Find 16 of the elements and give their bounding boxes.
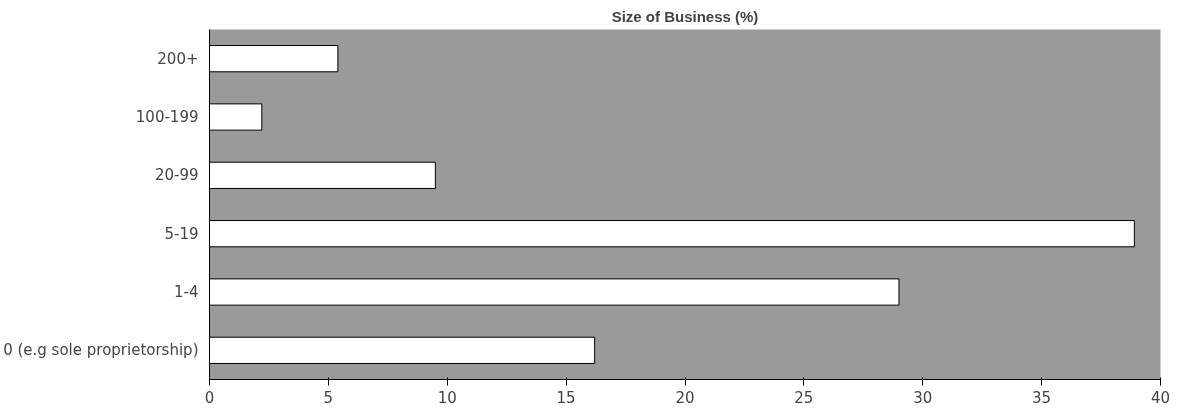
- x-tick-label: 20: [675, 388, 695, 407]
- x-tick-label: 25: [794, 388, 814, 407]
- x-tick-label: 0: [204, 388, 215, 407]
- y-tick-label: 200+: [157, 49, 199, 68]
- y-tick-label: 1-4: [174, 283, 199, 301]
- y-tick-label: 5-19: [164, 224, 199, 243]
- x-tick-label: 10: [437, 388, 457, 407]
- x-tick-label: 15: [556, 388, 576, 407]
- x-tick-label: 40: [1150, 388, 1171, 407]
- y-tick-label: 20-99: [154, 166, 199, 185]
- y-tick-label: 100-199: [135, 108, 199, 126]
- y-tick-label: 0 (e.g sole proprietorship): [3, 341, 199, 360]
- x-tick-label: 30: [913, 388, 933, 407]
- x-tick-label: 5: [323, 388, 334, 407]
- x-tick-label: 35: [1032, 388, 1052, 407]
- chart-title: Size of Business (%): [611, 7, 759, 25]
